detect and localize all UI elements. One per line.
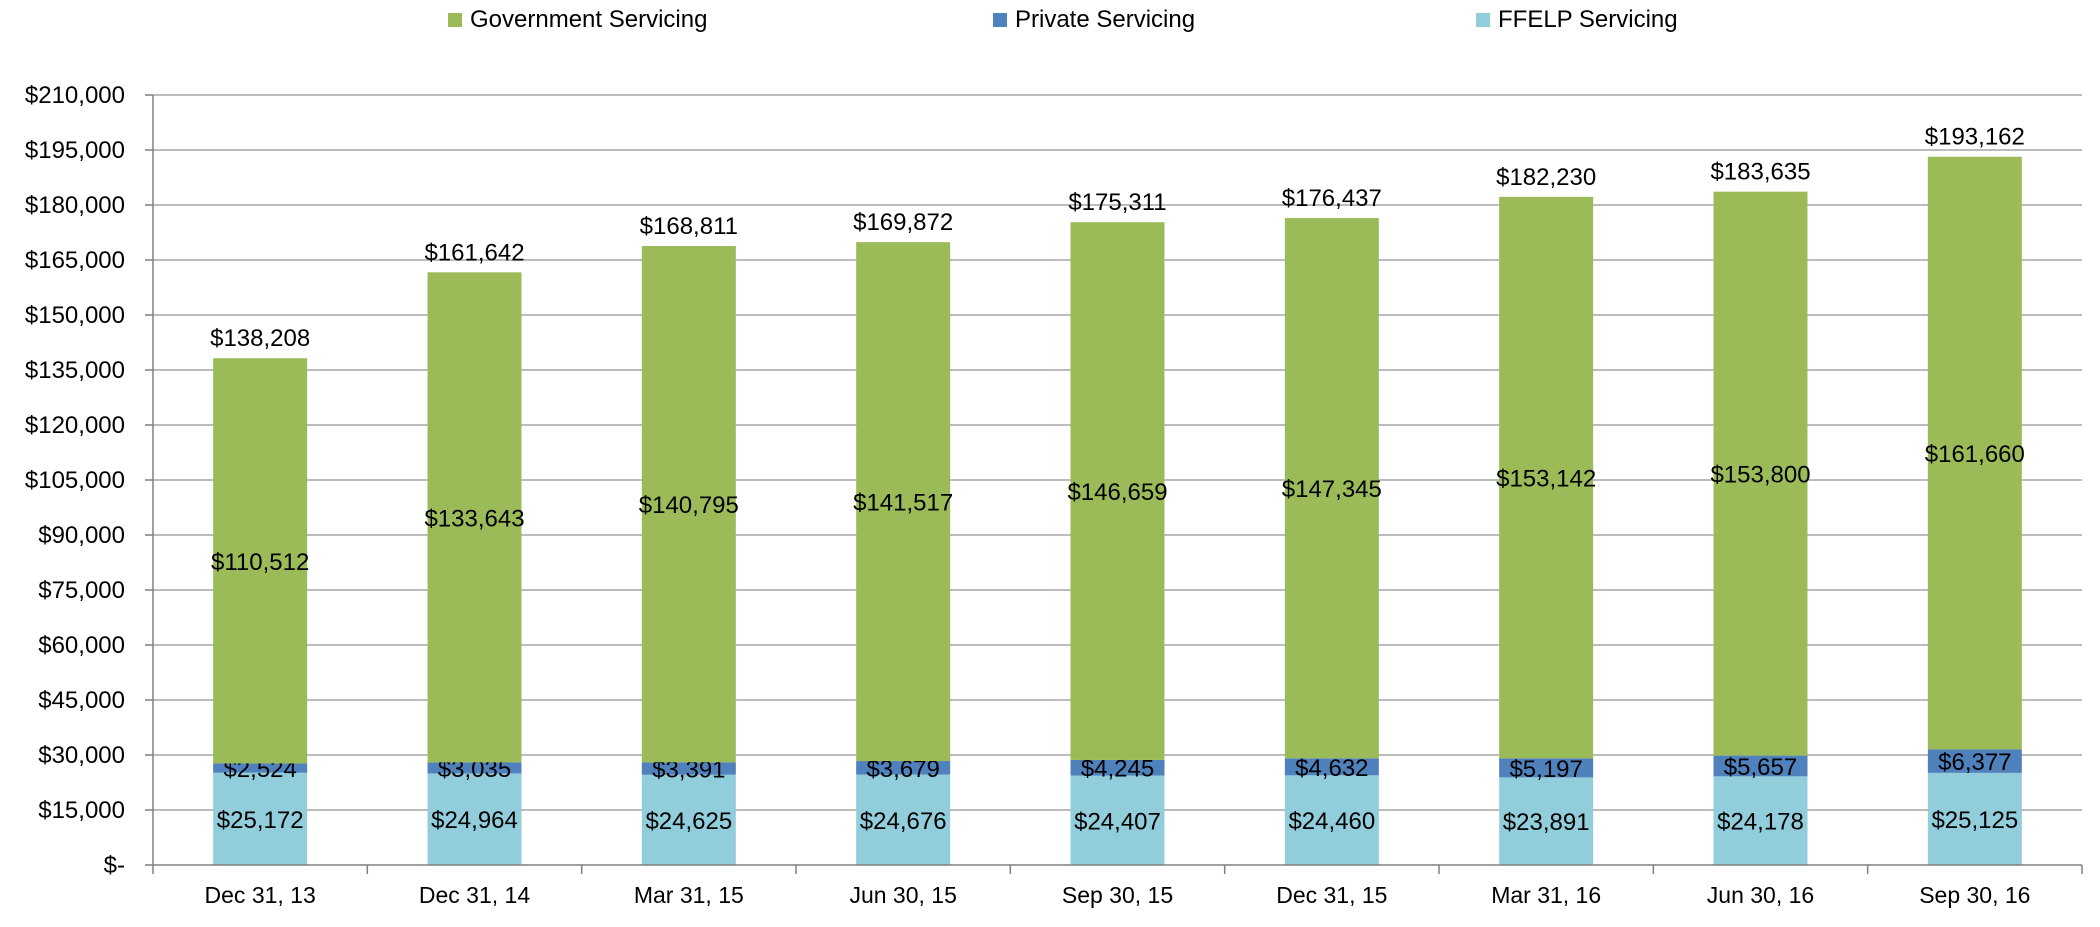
data-label-government-servicing: $133,643 — [424, 505, 524, 532]
data-label-government-servicing: $153,142 — [1496, 466, 1596, 493]
bar-segment-government-servicing — [856, 242, 951, 762]
bar-segment-government-servicing — [1927, 156, 2022, 750]
data-label-ffelp-servicing: $24,178 — [1717, 809, 1804, 836]
total-label: $168,811 — [640, 213, 738, 240]
legend-swatch-ffelp-servicing — [1476, 13, 1490, 27]
x-tick-label: Dec 31, 15 — [1276, 882, 1387, 908]
data-label-private-servicing: $6,377 — [1938, 749, 2011, 776]
x-tick-label: Sep 30, 16 — [1919, 882, 2030, 908]
bar-segment-ffelp-servicing — [1713, 776, 1808, 865]
y-tick-label: $- — [104, 852, 125, 879]
total-label: $175,311 — [1068, 189, 1166, 216]
x-tick-label: Mar 31, 15 — [634, 882, 744, 908]
data-label-government-servicing: $147,345 — [1282, 476, 1382, 503]
bar-segment-private-servicing — [641, 762, 736, 775]
total-label: $161,642 — [424, 239, 524, 266]
bar-segment-ffelp-servicing — [1499, 777, 1594, 865]
bar-segment-private-servicing — [856, 761, 951, 775]
x-axis: Dec 31, 13 Dec 31, 14 Mar 31, 15 Jun 30, 15… — [152, 864, 2083, 908]
data-label-private-servicing: $5,197 — [1509, 756, 1582, 783]
data-label-government-servicing: $110,512 — [211, 549, 309, 576]
y-axis: $- $15,000 $30,000 $45,000 $60,000 $75,000 $90… — [25, 82, 154, 879]
x-tick-label: Dec 31, 13 — [205, 882, 316, 908]
bar-segment-ffelp-servicing — [1070, 775, 1165, 865]
x-tick-label: Jun 30, 15 — [849, 882, 956, 908]
x-tick-label: Mar 31, 16 — [1491, 882, 1601, 908]
x-tick-label: Jun 30, 16 — [1707, 882, 1814, 908]
bar-segment-ffelp-servicing — [856, 774, 951, 865]
y-tick-label: $75,000 — [38, 577, 125, 604]
data-label-ffelp-servicing: $24,407 — [1074, 808, 1161, 835]
data-label-ffelp-servicing: $23,891 — [1503, 809, 1590, 836]
bar-segment-government-servicing — [1284, 218, 1379, 759]
data-label-private-servicing: $4,245 — [1081, 756, 1154, 783]
bar-segment-government-servicing — [641, 246, 736, 763]
bar-segment-government-servicing — [213, 358, 308, 764]
data-label-private-servicing: $5,657 — [1724, 754, 1797, 781]
y-tick-label: $30,000 — [38, 742, 125, 769]
bar-segment-ffelp-servicing — [1284, 775, 1379, 865]
bar-segment-private-servicing — [1284, 758, 1379, 776]
data-label-government-servicing: $161,660 — [1925, 441, 2025, 468]
bars: $25,172$2,524$110,512$138,208$24,964$3,0… — [210, 124, 2025, 865]
legend-item-ffelp-servicing: FFELP Servicing — [1476, 6, 1678, 34]
legend: Government Servicing Private Servicing F… — [0, 2, 2100, 36]
y-tick-label: $165,000 — [25, 247, 125, 274]
x-tick-label: Sep 30, 15 — [1062, 882, 1173, 908]
y-tick-label: $60,000 — [38, 632, 125, 659]
bar-segment-private-servicing — [1070, 759, 1165, 776]
y-tick-label: $180,000 — [25, 192, 125, 219]
data-label-ffelp-servicing: $24,625 — [645, 808, 732, 835]
legend-label-ffelp-servicing: FFELP Servicing — [1498, 6, 1678, 33]
legend-item-private-servicing: Private Servicing — [993, 6, 1195, 34]
bar-segment-government-servicing — [427, 272, 522, 763]
legend-swatch-government-servicing — [448, 13, 462, 27]
bar-segment-private-servicing — [1499, 758, 1594, 778]
data-label-government-servicing: $146,659 — [1067, 479, 1167, 506]
y-tick-label: $120,000 — [25, 412, 125, 439]
total-label: $183,635 — [1710, 159, 1810, 186]
data-label-ffelp-servicing: $24,964 — [431, 807, 518, 834]
total-label: $169,872 — [853, 209, 953, 236]
bar-segment-private-servicing — [427, 762, 522, 774]
data-label-government-servicing: $140,795 — [639, 492, 739, 519]
legend-item-government-servicing: Government Servicing — [448, 6, 707, 34]
data-label-government-servicing: $153,800 — [1710, 462, 1810, 489]
data-label-ffelp-servicing: $24,460 — [1288, 808, 1375, 835]
x-tick-label: Dec 31, 14 — [419, 882, 530, 908]
y-tick-label: $150,000 — [25, 302, 125, 329]
legend-swatch-private-servicing — [993, 13, 1007, 27]
bar-segment-private-servicing — [1713, 755, 1808, 777]
total-label: $193,162 — [1925, 124, 2025, 151]
bar-segment-government-servicing — [1070, 222, 1165, 760]
y-tick-label: $210,000 — [25, 82, 125, 109]
y-tick-label: $45,000 — [38, 687, 125, 714]
bar-segment-ffelp-servicing — [213, 772, 308, 865]
total-label: $182,230 — [1496, 164, 1596, 191]
data-label-government-servicing: $141,517 — [853, 490, 953, 517]
legend-label-private-servicing: Private Servicing — [1015, 6, 1196, 33]
bar-segment-government-servicing — [1499, 196, 1594, 759]
bar-segment-private-servicing — [1927, 749, 2022, 773]
y-tick-label: $105,000 — [25, 467, 125, 494]
bar-segment-ffelp-servicing — [1927, 772, 2022, 865]
data-label-ffelp-servicing: $25,125 — [1931, 807, 2018, 834]
data-label-private-servicing: $4,632 — [1295, 755, 1368, 782]
y-tick-label: $135,000 — [25, 357, 125, 384]
bar-segment-ffelp-servicing — [641, 774, 736, 865]
data-label-ffelp-servicing: $24,676 — [860, 808, 947, 835]
total-label: $176,437 — [1282, 185, 1382, 212]
y-tick-label: $195,000 — [25, 137, 125, 164]
y-tick-label: $90,000 — [38, 522, 125, 549]
bar-segment-ffelp-servicing — [427, 773, 522, 865]
total-label: $138,208 — [210, 325, 310, 352]
y-tick-label: $15,000 — [38, 797, 125, 824]
bar-segment-private-servicing — [213, 763, 308, 773]
bar-segment-government-servicing — [1713, 191, 1808, 756]
data-label-ffelp-servicing: $25,172 — [217, 807, 304, 834]
legend-label-government-servicing: Government Servicing — [470, 6, 708, 33]
